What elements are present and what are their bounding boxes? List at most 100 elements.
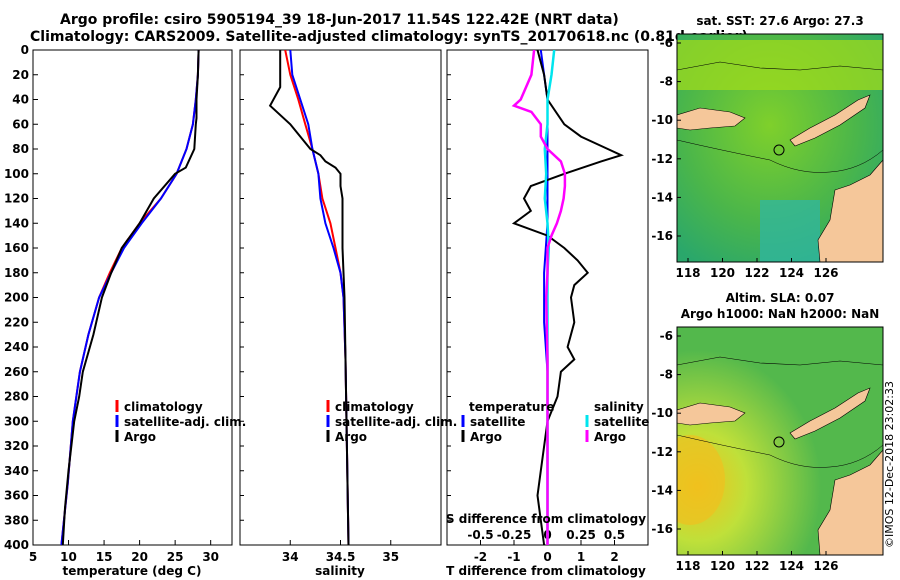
lon-tick-label: 122 [744, 266, 769, 280]
salinity-legend: climatology satellite-adj. clim. Argo [326, 400, 457, 444]
sla-map-title-2: Argo h1000: NaN h2000: NaN [681, 307, 880, 321]
s-tick-label: -0.5 [467, 528, 493, 542]
s-tick-label: 0.25 [566, 528, 596, 542]
temperature-x-axis: 5 10 15 20 25 30 [29, 540, 219, 564]
legend-label-t-satellite: satellite [470, 415, 525, 429]
legend-title-temperature: temperature [469, 400, 554, 414]
temperature-legend: climatology satellite-adj. clim. Argo [115, 400, 246, 444]
y-tick-label: 100 [4, 167, 29, 181]
sla-map-title-1: Altim. SLA: 0.07 [726, 291, 835, 305]
sumba-island [677, 402, 746, 426]
legend-label-t-argo: Argo [470, 430, 502, 444]
series-line-satellite-adj-clim- [289, 50, 350, 545]
lat-tick-label: -8 [660, 368, 673, 382]
y-tick-label: 120 [4, 192, 29, 206]
x-tick-label: 34.5 [326, 550, 356, 564]
sla-high-patch [677, 435, 725, 525]
lat-tick-label: -6 [660, 36, 673, 50]
legend-label-s-satellite: satellite [594, 415, 649, 429]
y-tick-label: 280 [4, 390, 29, 404]
lat-tick-label: -8 [660, 75, 673, 89]
x-tick-label: 10 [60, 550, 77, 564]
pressure-axis: 0 20 40 60 80 100 120 140 160 180 200 220 240 260 280 3… [4, 43, 451, 552]
bathymetry-contour [677, 434, 883, 468]
x-tick-label: -2 [474, 550, 487, 564]
sst-map-axes: 118 120 122 124 126 -6 -8 -10 -12 -14 -16 [651, 36, 838, 280]
x-tick-label: 15 [96, 550, 113, 564]
x-tick-label: 2 [610, 550, 618, 564]
y-tick-label: 340 [4, 464, 29, 478]
sst-map-frame [676, 33, 884, 263]
s-difference-axis-label: S difference from climatology [446, 512, 646, 526]
lat-tick-label: -10 [651, 113, 673, 127]
y-tick-label: 400 [4, 538, 29, 552]
legend-label-satellite: satellite-adj. clim. [335, 415, 457, 429]
y-tick-label: 300 [4, 414, 29, 428]
legend-label-argo: Argo [124, 430, 156, 444]
y-tick-label: 160 [4, 241, 29, 255]
x-tick-label: 1 [577, 550, 585, 564]
flores-coastline [677, 356, 883, 366]
legend-label-s-argo: Argo [594, 430, 626, 444]
lon-tick-label: 126 [813, 266, 838, 280]
sst-warm-band [677, 40, 883, 90]
x-tick-label: 25 [167, 550, 184, 564]
x-tick-label: 0 [543, 550, 551, 564]
series-line-t-argo [511, 50, 624, 545]
lon-tick-label: 126 [813, 559, 838, 573]
figure-title-line-1: Argo profile: csiro 5905194_39 18-Jun-20… [60, 12, 619, 28]
lon-tick-label: 122 [744, 559, 769, 573]
s-difference-axis: -0.5 -0.25 0 0.25 0.5 [467, 528, 625, 542]
y-tick-label: 180 [4, 266, 29, 280]
y-tick-label: 220 [4, 315, 29, 329]
y-tick-label: 60 [12, 117, 29, 131]
series-line-satellite-adj-clim- [60, 50, 200, 545]
y-tick-label: 0 [21, 43, 29, 57]
lat-tick-label: -10 [651, 406, 673, 420]
legend-label-climatology: climatology [124, 400, 203, 414]
australia-coast [817, 449, 883, 555]
y-tick-label: 20 [12, 68, 29, 82]
sumba-island [677, 107, 746, 131]
temperature-axis-label: temperature (deg C) [63, 564, 202, 578]
australia-coast [817, 159, 883, 262]
lat-tick-label: -6 [660, 329, 673, 343]
y-tick-label: 320 [4, 439, 29, 453]
legend-label-climatology: climatology [335, 400, 414, 414]
argo-location-marker [773, 144, 785, 156]
figure-title-line-2: Climatology: CARS2009. Satellite-adjuste… [30, 29, 748, 45]
timor-island [789, 94, 871, 147]
x-tick-label: 30 [202, 550, 219, 564]
flores-coastline [677, 61, 883, 71]
temperature-series [60, 50, 200, 545]
lat-tick-label: -14 [651, 190, 673, 204]
lat-tick-label: -16 [651, 522, 673, 536]
difference-legend: temperature satellite Argo salinity sate… [461, 400, 649, 444]
legend-label-argo: Argo [335, 430, 367, 444]
series-line-argo [61, 50, 200, 545]
series-line-climatology [284, 50, 350, 545]
lon-tick-label: 118 [675, 266, 700, 280]
salinity-series [268, 50, 350, 545]
x-tick-label: -1 [507, 550, 520, 564]
sst-map-title: sat. SST: 27.6 Argo: 27.3 [696, 14, 863, 28]
lon-tick-label: 124 [779, 266, 804, 280]
lon-tick-label: 120 [710, 266, 735, 280]
sst-cool-patch [760, 200, 820, 262]
y-tick-label: 200 [4, 291, 29, 305]
x-tick-label: 35 [382, 550, 399, 564]
lon-tick-label: 120 [710, 559, 735, 573]
series-line-climatology [60, 50, 200, 545]
bathymetry-contour [677, 139, 883, 173]
salinity-plot-frame [239, 49, 442, 546]
x-tick-label: 34 [282, 550, 299, 564]
y-tick-label: 40 [12, 93, 29, 107]
y-tick-label: 140 [4, 216, 29, 230]
temperature-plot-frame [32, 49, 233, 546]
sla-map [677, 327, 883, 555]
sla-map-axes: 118 120 122 124 126 -6 -8 -10 -12 -14 -16 [651, 329, 838, 573]
y-tick-label: 360 [4, 489, 29, 503]
salinity-axis-label: salinity [315, 564, 365, 578]
lat-tick-label: -12 [651, 152, 673, 166]
